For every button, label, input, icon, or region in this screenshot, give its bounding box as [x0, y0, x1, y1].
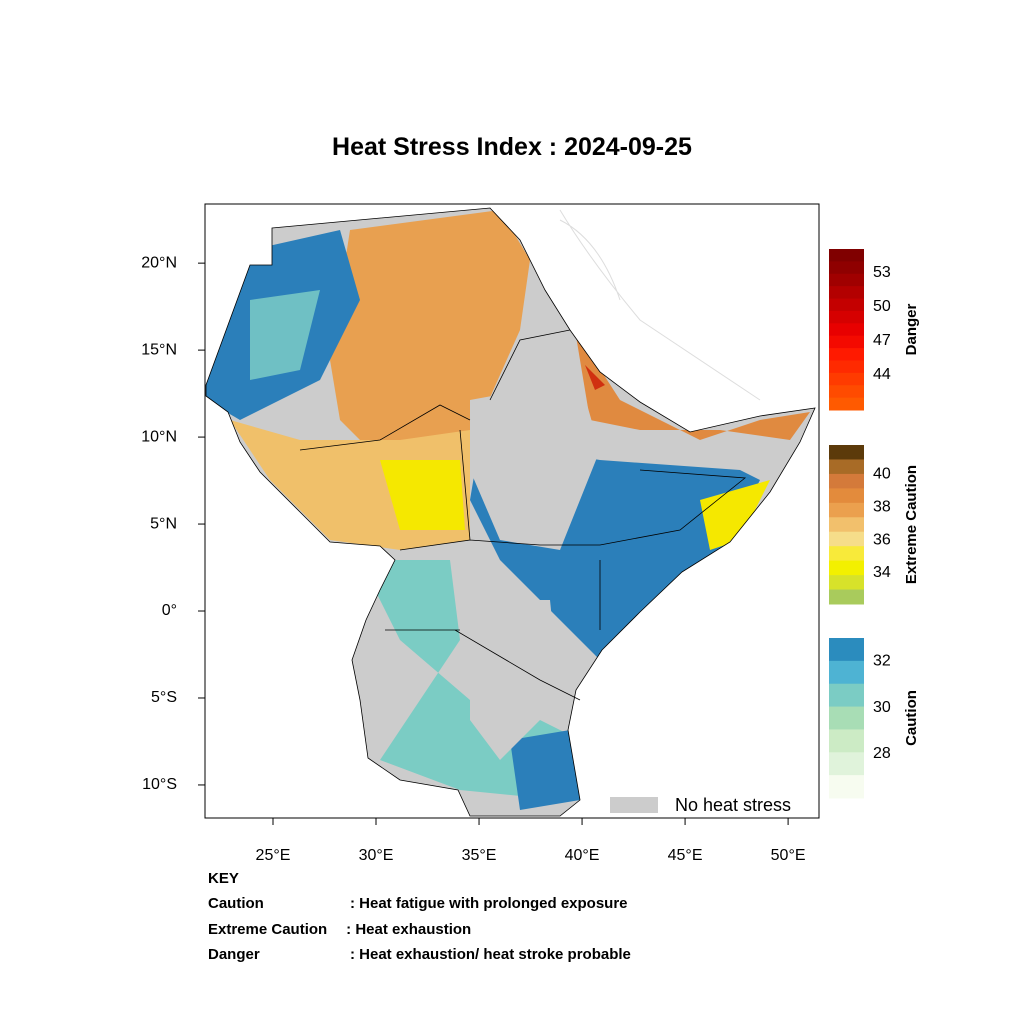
- legend-label: No heat stress: [675, 795, 791, 815]
- colorbar-tick-label: 40: [873, 466, 891, 483]
- no-stress-area: [470, 380, 600, 550]
- colorbar-bin: [829, 488, 864, 504]
- map-frame: [204, 203, 820, 819]
- colorbar-bin: [829, 445, 864, 460]
- region-danger: [585, 365, 605, 390]
- colorbar-bin: [829, 298, 864, 312]
- colorbar-bin: [829, 660, 864, 685]
- colorbar-bin: [829, 273, 864, 287]
- key-meaning: : Heat exhaustion: [342, 921, 471, 938]
- country-border: [299, 329, 747, 701]
- y-tick-label: 10°S: [142, 776, 177, 793]
- key-meaning: : Heat exhaustion/ heat stroke probable: [350, 946, 631, 963]
- colorbar-bin: [829, 310, 864, 324]
- region-extreme: [330, 210, 530, 460]
- colorbar-tick-label: 47: [873, 332, 891, 349]
- colorbar-title: Caution: [903, 690, 920, 746]
- colorbar-title: Danger: [903, 304, 920, 356]
- colorbar-bin: [829, 459, 864, 475]
- y-tick-label: 5°S: [151, 689, 177, 706]
- colorbar-bin: [829, 729, 864, 753]
- y-tick-label: 0°: [162, 602, 177, 619]
- colorbar-bin: [829, 323, 864, 337]
- colorbar-bin: [829, 683, 864, 708]
- y-tick-label: 15°N: [141, 341, 177, 358]
- y-tick-label: 20°N: [141, 254, 177, 271]
- colorbar-bin: [829, 348, 864, 361]
- no-stress-area: [470, 600, 560, 760]
- colorbar-bin: [829, 261, 864, 275]
- country-border: [205, 207, 816, 817]
- x-tick-label: 45°E: [668, 847, 703, 864]
- key: KEY Caution : Heat fatigue with prolonge…: [208, 870, 631, 963]
- colorbar-bin: [829, 372, 864, 386]
- x-tick-label: 50°E: [771, 847, 806, 864]
- legend-swatch: [610, 797, 658, 813]
- colorbar-tick-label: 36: [873, 531, 891, 548]
- key-term: Extreme Caution: [208, 921, 327, 938]
- colorbar-bin: [829, 546, 864, 562]
- colorbar-title: Extreme Caution: [903, 465, 920, 584]
- region-extreme: [575, 330, 810, 440]
- x-tick-label: 40°E: [565, 847, 600, 864]
- colorbar-tick-label: 34: [873, 564, 891, 581]
- region-extreme: [700, 480, 770, 550]
- colorbar-bin: [829, 706, 864, 730]
- key-term: Caution: [208, 895, 264, 912]
- colorbar-bin: [829, 638, 864, 662]
- colorbar-tick-label: 32: [873, 652, 891, 669]
- map-area: [205, 207, 816, 817]
- colorbar-tick-label: 50: [873, 298, 891, 315]
- colorbar-tick-label: 38: [873, 499, 891, 516]
- heat-raster: [206, 208, 815, 816]
- colorbar-bin: [829, 775, 864, 799]
- coastline: [559, 209, 761, 401]
- x-tick-label: 30°E: [359, 847, 394, 864]
- colorbar-bin: [829, 286, 864, 300]
- region-caution: [510, 730, 580, 810]
- colorbar-tick-label: 28: [873, 745, 891, 762]
- y-tick-label: 5°N: [150, 515, 177, 532]
- colorbar-bin: [829, 397, 864, 411]
- colorbar-bin: [829, 385, 864, 399]
- colorbar-bin: [829, 335, 864, 349]
- region-extreme: [380, 460, 465, 530]
- key-title: KEY: [208, 870, 239, 887]
- colorbar-tick-label: 30: [873, 699, 891, 716]
- title: Heat Stress Index : 2024-09-25: [332, 133, 692, 161]
- x-tick-label: 25°E: [256, 847, 291, 864]
- key-term: Danger: [208, 946, 260, 963]
- colorbar-tick-label: 44: [873, 366, 891, 383]
- x-tick-label: 35°E: [462, 847, 497, 864]
- colorbar-bin: [829, 531, 864, 547]
- colorbar-bin: [829, 249, 864, 262]
- colorbar-bin: [829, 473, 864, 489]
- colorbar-tick-label: 53: [873, 264, 891, 281]
- colorbar-bin: [829, 575, 864, 591]
- colorbar-bin: [829, 560, 864, 576]
- colorbar-bin: [829, 360, 864, 374]
- colorbar-bin: [829, 502, 864, 518]
- y-tick-label: 10°N: [141, 428, 177, 445]
- colorbar-bin: [829, 589, 864, 605]
- colorbar-bin: [829, 517, 864, 533]
- region-caution: [250, 290, 320, 380]
- key-meaning: : Heat fatigue with prolonged exposure: [350, 895, 628, 912]
- colorbar-bin: [829, 752, 864, 776]
